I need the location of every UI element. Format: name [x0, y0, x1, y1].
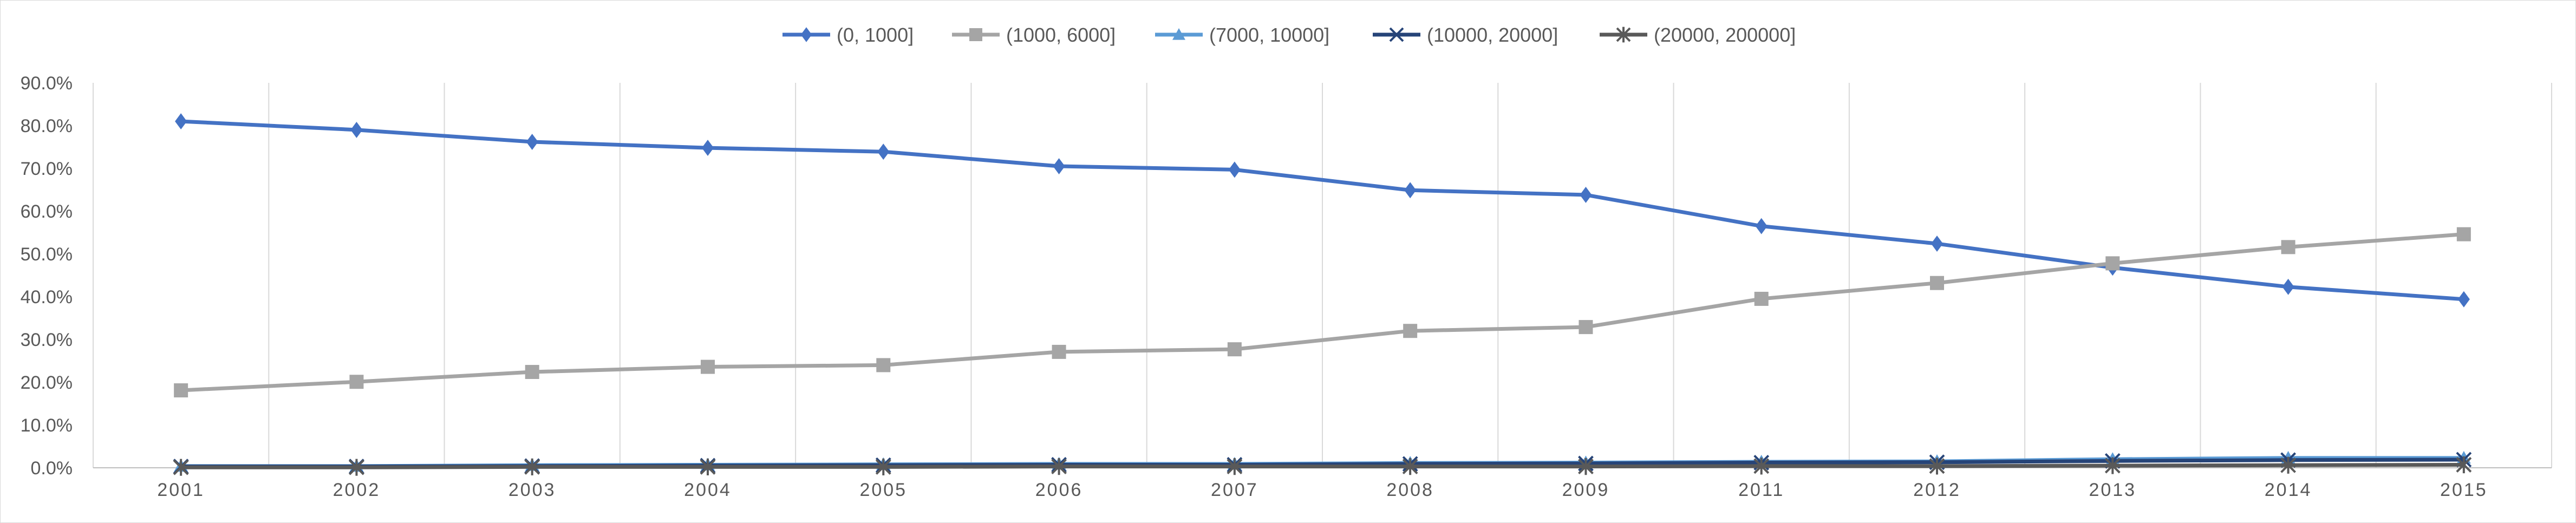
- data-point-marker: [1227, 458, 1243, 475]
- x-tick-label: 2005: [859, 480, 907, 500]
- data-point-marker: [1228, 161, 1241, 178]
- data-point-marker: [1403, 324, 1418, 338]
- series-2: [174, 227, 2471, 398]
- data-point-marker: [173, 459, 189, 476]
- legend-label: (0, 1000]: [837, 24, 914, 46]
- data-point-marker: [1404, 182, 1417, 199]
- legend-item: (10000, 20000]: [1373, 24, 1558, 46]
- y-tick-label: 60.0%: [21, 201, 73, 222]
- data-point-marker: [2105, 256, 2120, 271]
- data-point-marker: [1580, 187, 1592, 203]
- data-point-marker: [1389, 27, 1404, 42]
- data-point-marker: [2280, 456, 2296, 474]
- series-1: [175, 113, 2470, 308]
- data-point-marker: [1402, 458, 1418, 475]
- legend-item: (7000, 10000]: [1155, 24, 1329, 46]
- data-point-marker: [876, 358, 891, 372]
- data-point-marker: [526, 134, 538, 150]
- data-point-marker: [349, 459, 364, 476]
- data-point-marker: [524, 458, 540, 476]
- data-point-marker: [2456, 456, 2472, 474]
- x-tick-label: 2011: [1738, 480, 1784, 500]
- series-line: [179, 119, 2466, 302]
- data-point-marker: [1929, 457, 1945, 475]
- y-tick-label: 40.0%: [21, 287, 73, 308]
- data-point-marker: [174, 383, 188, 398]
- data-point-marker: [1227, 342, 1242, 357]
- data-point-marker: [1616, 27, 1631, 43]
- data-point-marker: [1930, 276, 1944, 290]
- data-point-marker: [1052, 344, 1066, 359]
- data-point-marker: [350, 121, 363, 138]
- data-point-marker: [800, 27, 812, 42]
- x-tick-label: 2013: [2089, 480, 2136, 500]
- y-tick-label: 50.0%: [21, 244, 73, 265]
- legend-item: (0, 1000]: [782, 24, 914, 46]
- legend-item: (20000, 200000]: [1600, 24, 1796, 46]
- series-line: [179, 232, 2466, 393]
- legend-label: (1000, 6000]: [1006, 24, 1116, 46]
- x-tick-label: 2001: [157, 480, 205, 500]
- data-point-marker: [1172, 28, 1185, 40]
- legend-label: (10000, 20000]: [1427, 24, 1558, 46]
- data-point-marker: [700, 458, 716, 476]
- data-point-marker: [1755, 218, 1768, 234]
- x-tick-label: 2002: [333, 480, 381, 500]
- data-point-marker: [875, 458, 891, 476]
- legend-label: (20000, 200000]: [1654, 24, 1796, 46]
- data-point-marker: [1754, 291, 1769, 306]
- data-point-marker: [2282, 278, 2294, 295]
- data-point-marker: [1051, 458, 1067, 475]
- x-tick-label: 2007: [1211, 480, 1258, 500]
- y-tick-label: 70.0%: [21, 159, 73, 179]
- y-tick-label: 10.0%: [21, 415, 73, 436]
- x-tick-label: 2015: [2440, 480, 2488, 500]
- y-tick-label: 90.0%: [21, 73, 73, 94]
- x-tick-label: 2014: [2265, 480, 2312, 500]
- gridlines: [93, 83, 2552, 468]
- data-point-marker: [175, 113, 187, 130]
- series-5: [173, 456, 2472, 476]
- axes: 2001 2002 2003 2004 2005 2006 2007 2008 2009 2011…: [21, 73, 2552, 500]
- data-point-marker: [701, 359, 715, 374]
- x-tick-label: 2003: [508, 480, 556, 500]
- data-point-marker: [877, 143, 890, 160]
- data-point-marker: [701, 140, 714, 156]
- y-tick-label: 80.0%: [21, 116, 73, 136]
- x-tick-label: 2006: [1035, 480, 1083, 500]
- data-point-marker: [1579, 320, 1593, 335]
- data-point-marker: [1053, 158, 1065, 174]
- data-point-marker: [1931, 236, 1944, 252]
- legend-label: (7000, 10000]: [1209, 24, 1329, 46]
- x-tick-label: 2012: [1913, 480, 1961, 500]
- y-tick-label: 20.0%: [21, 372, 73, 393]
- data-point-marker: [1753, 457, 1770, 475]
- legend: (0, 1000] (1000, 6000] (7000, 10000] (10000…: [782, 24, 1796, 46]
- data-point-marker: [2457, 291, 2470, 308]
- data-point-marker: [349, 375, 364, 389]
- data-point-marker: [1578, 458, 1594, 475]
- y-tick-label: 0.0%: [31, 458, 73, 479]
- data-point-marker: [525, 365, 539, 380]
- data-point-marker: [2456, 227, 2471, 241]
- series-group: [173, 113, 2472, 476]
- legend-item: (1000, 6000]: [952, 24, 1116, 46]
- y-tick-label: 30.0%: [21, 330, 73, 350]
- x-tick-label: 2008: [1386, 480, 1434, 500]
- data-point-marker: [2281, 240, 2295, 254]
- data-point-marker: [2104, 457, 2121, 474]
- x-tick-label: 2009: [1562, 480, 1610, 500]
- x-tick-label: 2004: [684, 480, 732, 500]
- series-line: [179, 462, 2466, 469]
- data-point-marker: [969, 28, 982, 41]
